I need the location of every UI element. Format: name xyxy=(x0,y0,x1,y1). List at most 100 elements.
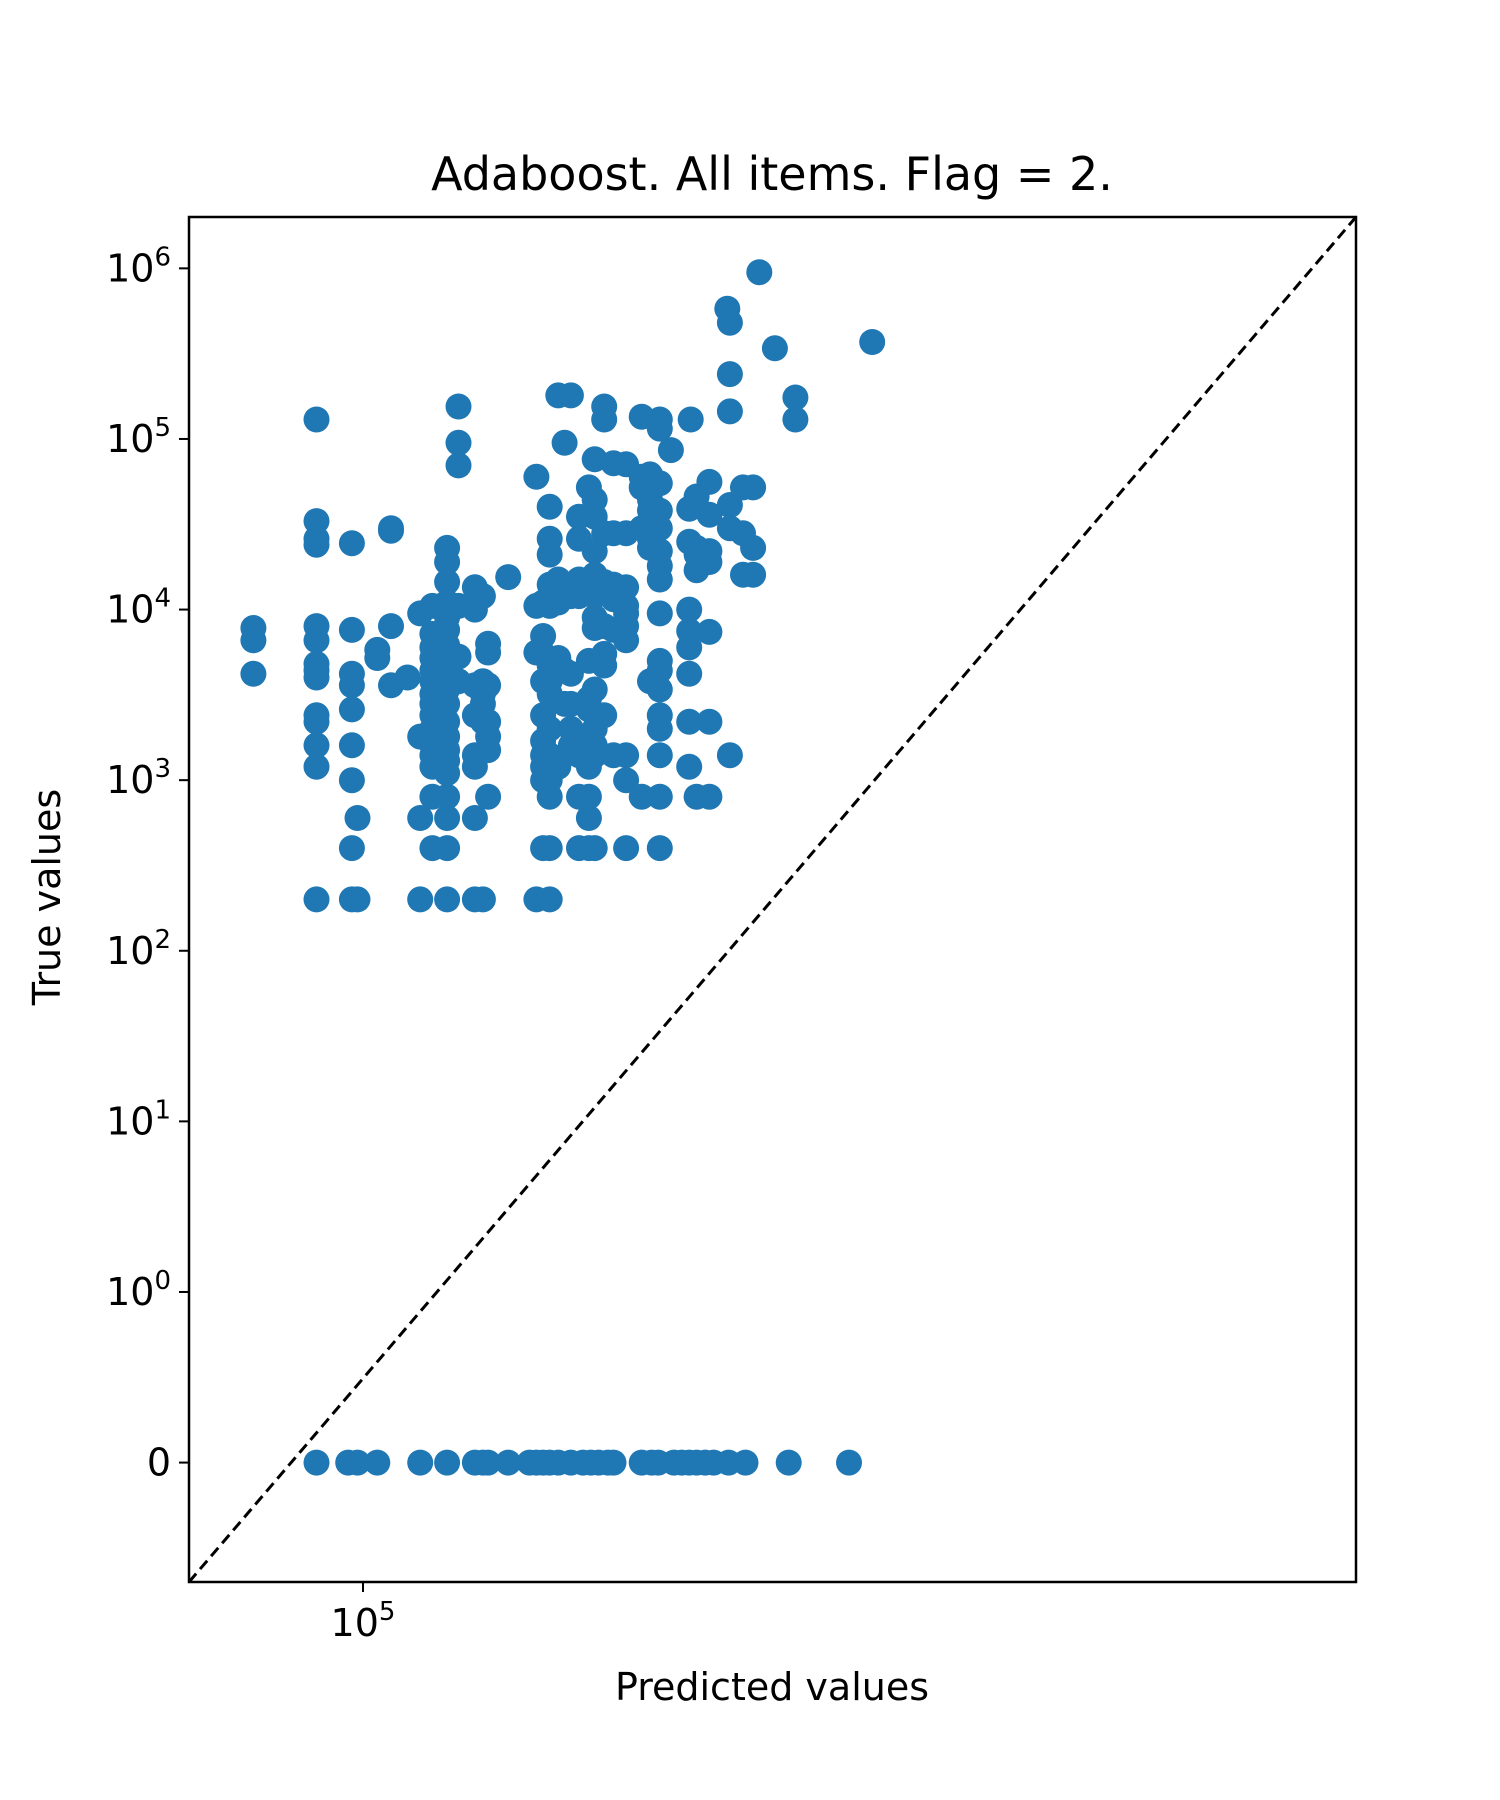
data-point xyxy=(445,429,472,456)
data-point xyxy=(591,702,618,729)
data-point xyxy=(591,406,618,433)
data-point xyxy=(434,835,461,862)
data-point xyxy=(557,660,584,687)
data-point xyxy=(344,886,371,913)
data-point xyxy=(613,742,640,769)
data-point xyxy=(646,835,673,862)
data-point xyxy=(364,645,391,671)
data-point xyxy=(646,470,673,497)
data-point xyxy=(646,600,673,627)
data-point xyxy=(434,783,461,810)
data-point xyxy=(646,657,673,684)
data-point xyxy=(303,732,330,759)
data-point xyxy=(475,783,502,810)
data-point xyxy=(536,886,563,913)
data-point xyxy=(461,805,488,831)
data-point xyxy=(434,805,461,831)
data-point xyxy=(761,335,788,362)
data-point xyxy=(613,767,640,794)
data-point xyxy=(782,384,809,411)
data-point xyxy=(407,805,434,831)
data-point xyxy=(364,1449,391,1476)
data-point xyxy=(581,742,608,769)
data-point xyxy=(523,463,550,490)
data-point xyxy=(676,596,703,623)
data-point xyxy=(646,742,673,769)
data-point xyxy=(303,753,330,780)
data-point xyxy=(740,561,767,588)
data-point xyxy=(740,474,767,501)
data-point xyxy=(536,715,563,742)
data-point xyxy=(303,627,330,654)
data-point xyxy=(836,1449,862,1476)
data-point xyxy=(445,393,472,420)
data-point xyxy=(338,672,365,699)
data-point xyxy=(716,742,743,769)
y-axis-label: True values xyxy=(25,789,69,1006)
data-point xyxy=(240,660,267,687)
data-point xyxy=(613,835,640,862)
data-point xyxy=(338,835,365,862)
chart-title: Adaboost. All items. Flag = 2. xyxy=(431,147,1113,201)
y-tick-label: 106 xyxy=(106,242,171,290)
x-axis-label: Predicted values xyxy=(615,1665,929,1709)
data-point xyxy=(338,732,365,759)
data-point xyxy=(434,549,461,575)
data-point xyxy=(536,541,563,568)
data-point xyxy=(536,835,563,862)
data-point xyxy=(628,783,655,810)
data-point xyxy=(344,1449,371,1476)
data-point xyxy=(240,627,267,654)
data-point xyxy=(434,690,461,717)
y-tick-label: 103 xyxy=(106,754,171,802)
data-point xyxy=(303,708,330,735)
data-point xyxy=(696,549,723,575)
data-point xyxy=(740,534,767,561)
data-point xyxy=(434,886,461,913)
y-tick-label: 105 xyxy=(106,413,171,461)
data-point xyxy=(495,564,522,591)
data-point xyxy=(775,1449,802,1476)
data-point xyxy=(696,708,723,735)
data-point xyxy=(657,437,684,464)
data-point xyxy=(613,574,640,601)
data-point xyxy=(338,767,365,794)
y-tick-label: 104 xyxy=(106,584,171,632)
points-layer xyxy=(240,259,886,1476)
data-point xyxy=(338,530,365,557)
x-axis: 105 xyxy=(331,1582,395,1645)
data-point xyxy=(716,398,743,425)
data-point xyxy=(536,783,563,810)
data-point xyxy=(676,708,703,735)
data-point xyxy=(696,783,723,810)
data-point xyxy=(732,1449,759,1476)
data-point xyxy=(716,309,743,336)
data-point xyxy=(676,660,703,687)
data-point xyxy=(782,406,809,433)
data-point xyxy=(475,639,502,666)
data-point xyxy=(646,415,673,442)
data-point xyxy=(530,623,557,649)
data-point xyxy=(613,627,640,654)
data-point xyxy=(746,259,773,286)
data-point xyxy=(344,805,371,831)
data-point xyxy=(338,616,365,643)
data-point xyxy=(434,1449,461,1476)
data-point xyxy=(378,613,404,640)
data-point xyxy=(581,676,608,703)
data-point xyxy=(716,361,743,388)
data-point xyxy=(600,1449,627,1476)
data-point xyxy=(469,886,496,913)
data-point xyxy=(495,1449,522,1476)
data-point xyxy=(646,676,673,703)
data-point xyxy=(575,805,602,831)
data-point xyxy=(591,652,618,679)
data-point xyxy=(676,634,703,661)
y-tick-label: 0 xyxy=(147,1441,171,1485)
data-point xyxy=(557,382,584,409)
data-point xyxy=(646,783,673,810)
data-point xyxy=(581,835,608,862)
y-axis: 0 100 101 102 103 104 105 106 xyxy=(106,242,189,1485)
data-point xyxy=(303,1449,330,1476)
